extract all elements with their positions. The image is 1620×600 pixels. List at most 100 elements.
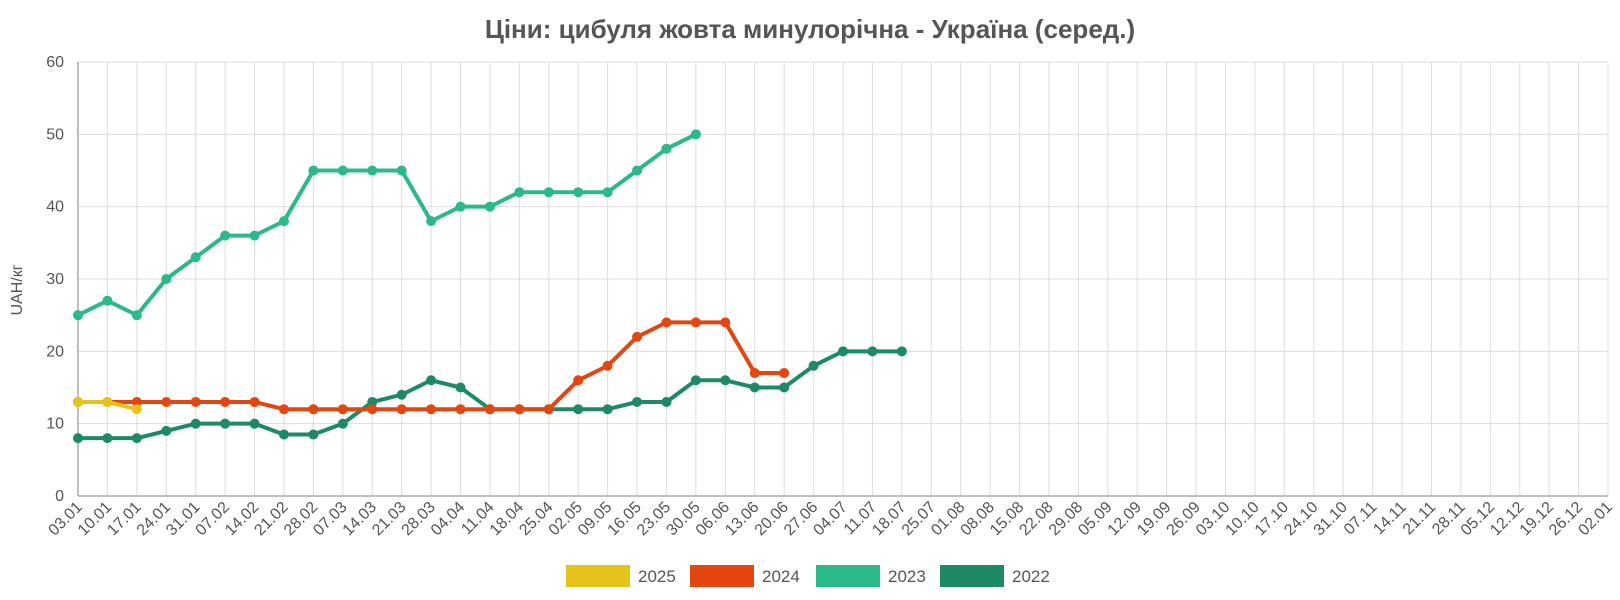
y-tick-label: 20: [46, 343, 64, 360]
data-point-2022[interactable]: [661, 396, 672, 407]
data-point-2023[interactable]: [455, 201, 466, 212]
y-tick-label: 40: [46, 199, 64, 216]
data-point-2024[interactable]: [161, 396, 172, 407]
data-point-2022[interactable]: [749, 382, 760, 393]
data-point-2023[interactable]: [337, 165, 348, 176]
data-point-2024[interactable]: [396, 404, 407, 415]
data-point-2022[interactable]: [690, 375, 701, 386]
data-point-2024[interactable]: [220, 396, 231, 407]
data-point-2022[interactable]: [190, 418, 201, 429]
data-point-2024[interactable]: [308, 404, 319, 415]
data-point-2023[interactable]: [514, 187, 525, 198]
data-point-2022[interactable]: [838, 346, 848, 357]
data-point-2022[interactable]: [131, 433, 142, 444]
data-point-2022[interactable]: [867, 346, 878, 357]
legend-label: 2025: [638, 567, 676, 586]
data-point-2023[interactable]: [102, 295, 113, 306]
data-point-2025[interactable]: [73, 396, 83, 407]
data-point-2023[interactable]: [484, 201, 495, 212]
data-point-2023[interactable]: [543, 187, 554, 198]
legend-item-2025[interactable]: 2025: [566, 565, 676, 587]
legend-swatch: [816, 565, 880, 587]
data-point-2024[interactable]: [190, 396, 201, 407]
data-point-2023[interactable]: [426, 216, 437, 227]
y-tick-label: 50: [46, 126, 64, 143]
data-point-2024[interactable]: [514, 404, 525, 415]
data-point-2023[interactable]: [367, 165, 378, 176]
data-point-2023[interactable]: [573, 187, 584, 198]
data-point-2022[interactable]: [455, 382, 466, 393]
data-point-2023[interactable]: [661, 143, 672, 154]
legend-swatch: [690, 565, 754, 587]
data-point-2023[interactable]: [131, 310, 142, 321]
data-point-2023[interactable]: [396, 165, 407, 176]
data-point-2022[interactable]: [337, 418, 348, 429]
data-point-2024[interactable]: [661, 317, 672, 328]
data-point-2024[interactable]: [543, 404, 554, 415]
legend-label: 2024: [762, 567, 800, 586]
data-point-2023[interactable]: [278, 216, 289, 227]
data-point-2022[interactable]: [632, 396, 643, 407]
data-point-2023[interactable]: [249, 230, 260, 241]
data-point-2022[interactable]: [808, 360, 819, 371]
y-axis-label: UAH/кг: [9, 264, 26, 315]
data-point-2022[interactable]: [308, 429, 319, 440]
data-point-2023[interactable]: [161, 274, 172, 284]
series-lines: [73, 129, 907, 444]
data-point-2023[interactable]: [190, 252, 201, 263]
y-tick-label: 60: [46, 54, 64, 71]
data-point-2022[interactable]: [73, 433, 83, 444]
data-point-2022[interactable]: [220, 418, 231, 429]
data-point-2024[interactable]: [278, 404, 289, 415]
data-point-2022[interactable]: [161, 425, 172, 436]
data-point-2022[interactable]: [602, 404, 613, 415]
grid: [77, 61, 1609, 497]
data-point-2023[interactable]: [73, 310, 83, 321]
data-point-2024[interactable]: [426, 404, 437, 415]
data-point-2022[interactable]: [573, 404, 584, 415]
data-point-2022[interactable]: [720, 375, 731, 386]
data-point-2024[interactable]: [720, 317, 731, 328]
data-point-2023[interactable]: [632, 165, 643, 176]
data-point-2024[interactable]: [690, 317, 701, 328]
x-tick-label: 14.11: [1370, 499, 1410, 539]
series-2024: [73, 317, 790, 415]
legend-item-2022[interactable]: 2022: [940, 565, 1050, 587]
data-point-2025[interactable]: [131, 404, 142, 415]
data-point-2022[interactable]: [896, 346, 907, 357]
legend-label: 2022: [1012, 567, 1050, 586]
data-point-2024[interactable]: [484, 404, 495, 415]
legend-swatch: [566, 565, 630, 587]
series-2023: [73, 129, 701, 321]
legend-item-2023[interactable]: 2023: [816, 565, 926, 587]
legend-label: 2023: [888, 567, 926, 586]
data-point-2023[interactable]: [220, 230, 231, 241]
data-point-2022[interactable]: [278, 429, 289, 440]
data-point-2024[interactable]: [337, 404, 348, 415]
data-point-2023[interactable]: [602, 187, 613, 198]
data-point-2024[interactable]: [249, 396, 260, 407]
data-point-2024[interactable]: [367, 404, 378, 415]
data-point-2022[interactable]: [367, 396, 378, 407]
data-point-2024[interactable]: [455, 404, 466, 415]
data-point-2024[interactable]: [779, 368, 790, 379]
data-point-2022[interactable]: [396, 389, 407, 400]
data-point-2022[interactable]: [426, 375, 437, 386]
data-point-2024[interactable]: [573, 375, 584, 386]
data-point-2023[interactable]: [308, 165, 319, 176]
data-point-2024[interactable]: [632, 331, 643, 342]
legend: 2025 2024 2023 2022: [566, 565, 1050, 587]
data-point-2022[interactable]: [102, 433, 113, 444]
data-point-2023[interactable]: [690, 129, 701, 140]
data-point-2024[interactable]: [131, 396, 142, 407]
legend-item-2024[interactable]: 2024: [690, 565, 800, 587]
data-point-2024[interactable]: [602, 360, 613, 371]
data-point-2022[interactable]: [779, 382, 790, 393]
x-tick-label: 07.11: [1341, 499, 1381, 539]
data-point-2022[interactable]: [249, 418, 260, 429]
series-2025: [73, 396, 142, 415]
data-point-2025[interactable]: [102, 396, 113, 407]
data-point-2024[interactable]: [749, 368, 760, 379]
x-tick-label: 31.10: [1311, 499, 1351, 539]
